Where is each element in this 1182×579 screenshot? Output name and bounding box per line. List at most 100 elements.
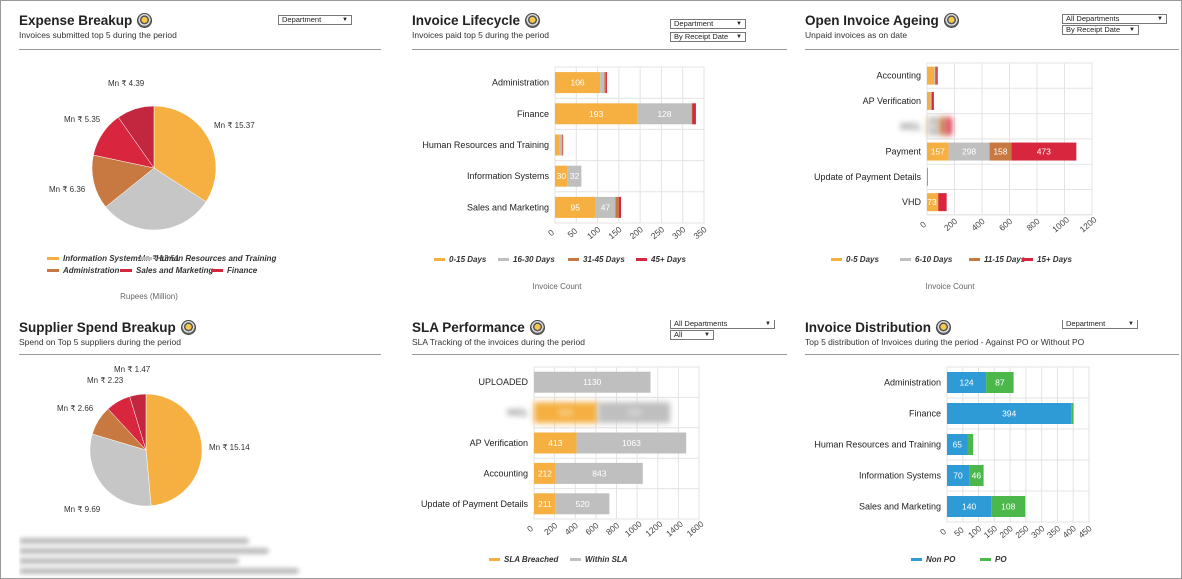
bar-segment bbox=[600, 72, 605, 94]
bar-segment bbox=[948, 142, 990, 161]
tick-label: 400 bbox=[969, 216, 987, 233]
divider bbox=[412, 354, 787, 355]
lifecycle-department-dropdown[interactable]: Department ▼ bbox=[670, 19, 746, 29]
bar-value-label: 520 bbox=[575, 499, 589, 509]
pie-slice-label: Mn ₹ 5.35 bbox=[64, 115, 101, 124]
legend-label: Human Resources and Training bbox=[156, 254, 276, 263]
tick-label: 800 bbox=[1024, 216, 1042, 233]
info-icon[interactable] bbox=[137, 13, 153, 28]
supplier-spend-subtitle: Spend on Top 5 suppliers during the peri… bbox=[19, 337, 181, 347]
pie-slice-label: Mn ₹ 15.14 bbox=[209, 443, 250, 452]
bar-value-label: 212 bbox=[538, 468, 552, 478]
redacted-supplier-line bbox=[19, 558, 239, 564]
lifecycle-date-dropdown[interactable]: By Receipt Date ▼ bbox=[670, 32, 746, 42]
bar-segment bbox=[938, 193, 947, 212]
legend-label: Sales and Marketing bbox=[136, 266, 213, 275]
redacted-supplier-line bbox=[19, 538, 249, 544]
expense-department-dropdown[interactable]: Department ▼ bbox=[278, 15, 352, 25]
legend-label: Administration bbox=[62, 266, 120, 275]
bar-segment bbox=[934, 66, 935, 85]
bar-value-label: 70 bbox=[953, 471, 963, 481]
legend-label: Finance bbox=[227, 266, 258, 275]
legend-label: 0-15 Days bbox=[449, 255, 487, 264]
pie-slice-label: Mn ₹ 9.69 bbox=[64, 505, 101, 514]
invoice-distribution-subtitle: Top 5 distribution of Invoices during th… bbox=[805, 337, 1085, 347]
bar-value-label: 140 bbox=[962, 502, 976, 512]
bar-segment bbox=[615, 196, 619, 218]
legend-swatch bbox=[969, 258, 980, 261]
distribution-department-dropdown[interactable]: Department ▼ bbox=[1062, 320, 1138, 329]
bar-segment bbox=[927, 66, 935, 85]
category-label: Administration bbox=[492, 78, 549, 88]
category-label: Finance bbox=[517, 109, 549, 119]
bar-segment bbox=[931, 91, 934, 110]
sla-status-dropdown[interactable]: All ▼ bbox=[670, 330, 714, 340]
expense-pie-chart: Mn ₹ 15.37 Mn ₹ 13.51 Mn ₹ 6.36 Mn ₹ 5.35 Mn… bbox=[47, 79, 276, 301]
invoice-lifecycle-title: Invoice Lifecycle bbox=[412, 13, 541, 28]
invoice-distribution-panel: Invoice Distribution Top 5 distribution … bbox=[805, 320, 1179, 578]
legend-swatch bbox=[980, 558, 991, 561]
chevron-down-icon: ▼ bbox=[765, 321, 771, 327]
info-icon[interactable] bbox=[529, 320, 545, 335]
dropdown-value: By Receipt Date bbox=[674, 32, 729, 41]
bar-segment bbox=[562, 134, 564, 156]
chevron-down-icon: ▼ bbox=[736, 21, 742, 27]
bar-segment bbox=[991, 496, 1026, 517]
bar-value-label: 46 bbox=[972, 471, 982, 481]
bar-value-label: 95 bbox=[570, 202, 580, 212]
sla-department-dropdown[interactable]: All Departments ▼ bbox=[670, 320, 775, 329]
info-icon[interactable] bbox=[943, 13, 959, 28]
bar-segment bbox=[927, 142, 949, 161]
legend-label: 6-10 Days bbox=[915, 255, 953, 264]
redacted-supplier-line bbox=[19, 548, 269, 554]
supplier-spend-panel: Supplier Spend Breakup Spend on Top 5 su… bbox=[19, 320, 381, 578]
bar-segment bbox=[947, 496, 992, 517]
chevron-down-icon: ▼ bbox=[704, 332, 710, 338]
legend-swatch bbox=[434, 258, 445, 261]
category-label: Sales and Marketing bbox=[859, 502, 941, 512]
tick-label: 200 bbox=[942, 216, 960, 233]
category-label: IHCL bbox=[900, 121, 921, 131]
category-label: Update of Payment Details bbox=[421, 499, 529, 509]
tick-label: 200 bbox=[628, 224, 646, 241]
bar-segment bbox=[595, 196, 616, 218]
bar-value-label: 620 bbox=[559, 408, 573, 418]
tick-label: 350 bbox=[691, 224, 709, 241]
bar-segment bbox=[939, 117, 947, 136]
bar-value-label: 843 bbox=[592, 468, 606, 478]
divider bbox=[412, 49, 787, 50]
bar-value-label: 473 bbox=[1037, 147, 1051, 157]
tick-label: 300 bbox=[1029, 523, 1047, 540]
legend-label: 16-30 Days bbox=[513, 255, 555, 264]
dropdown-value: Department bbox=[674, 19, 714, 28]
legend-label: 15+ Days bbox=[1037, 255, 1072, 264]
tick-label: 1200 bbox=[1078, 214, 1099, 234]
tick-label: 200 bbox=[542, 520, 560, 537]
tick-label: 600 bbox=[997, 216, 1015, 233]
legend-swatch bbox=[911, 558, 922, 561]
category-label: Update of Payment Details bbox=[814, 172, 922, 182]
sla-title-text: SLA Performance bbox=[412, 320, 525, 335]
bar-segment bbox=[692, 103, 696, 125]
supplier-pie-chart: Mn ₹ 15.14 Mn ₹ 9.69 Mn ₹ 2.66 Mn ₹ 2.23 Mn … bbox=[57, 365, 250, 514]
pie-slice-label: Mn ₹ 2.23 bbox=[87, 376, 124, 385]
ageing-date-dropdown[interactable]: By Receipt Date ▼ bbox=[1062, 25, 1139, 35]
info-icon[interactable] bbox=[936, 320, 952, 335]
info-icon[interactable] bbox=[525, 13, 541, 28]
bar-segment bbox=[967, 434, 974, 455]
category-label: Accounting bbox=[876, 71, 921, 81]
tick-label: 1400 bbox=[664, 519, 685, 539]
legend-swatch bbox=[120, 269, 132, 272]
ageing-department-dropdown[interactable]: All Departments ▼ bbox=[1062, 14, 1167, 24]
ageing-title-text: Open Invoice Ageing bbox=[805, 13, 939, 28]
bar-segment bbox=[927, 193, 938, 212]
tick-label: 50 bbox=[952, 525, 966, 539]
tick-label: 1000 bbox=[1050, 214, 1071, 234]
expense-breakup-title: Expense Breakup bbox=[19, 13, 153, 28]
bar-segment bbox=[555, 493, 610, 515]
info-icon[interactable] bbox=[180, 320, 196, 335]
supplier-title-text: Supplier Spend Breakup bbox=[19, 320, 176, 335]
bar-segment bbox=[947, 465, 970, 486]
redacted-supplier-line bbox=[19, 568, 299, 574]
tick-label: 150 bbox=[982, 523, 1000, 540]
